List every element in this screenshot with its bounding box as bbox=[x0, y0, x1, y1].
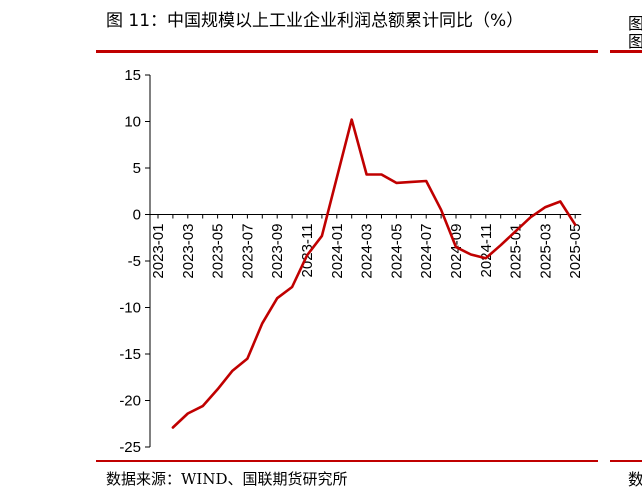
adjacent-panel-text-1: 图 bbox=[628, 14, 642, 33]
x-tick-label: 2023-07 bbox=[239, 224, 256, 279]
y-tick-label: -25 bbox=[119, 439, 141, 456]
adjacent-panel-divider-bottom bbox=[610, 460, 642, 462]
x-tick-label: 2023-05 bbox=[210, 224, 227, 279]
x-tick-label: 2024-07 bbox=[418, 224, 435, 279]
x-tick-label: 2023-09 bbox=[269, 224, 286, 279]
x-tick-label: 2024-03 bbox=[359, 224, 376, 279]
y-tick-label: -20 bbox=[119, 393, 141, 410]
x-tick-label: 2025-01 bbox=[508, 224, 525, 279]
y-tick-label: 5 bbox=[133, 160, 141, 177]
y-tick-label: 10 bbox=[124, 114, 141, 131]
y-tick-label: -10 bbox=[119, 300, 141, 317]
bottom-divider bbox=[96, 460, 598, 462]
adjacent-panel-divider-top bbox=[610, 50, 642, 53]
x-tick-label: 2023-01 bbox=[150, 224, 167, 279]
adjacent-panel-text-3: 数 bbox=[628, 470, 642, 489]
y-tick-label: 15 bbox=[124, 67, 141, 84]
series-line bbox=[171, 118, 577, 429]
x-tick-label: 2023-03 bbox=[180, 224, 197, 279]
x-tick-label: 2024-11 bbox=[478, 224, 495, 278]
adjacent-panel-text-2: 图 bbox=[628, 32, 642, 51]
y-tick-label: -15 bbox=[119, 346, 141, 363]
y-tick-label: -5 bbox=[128, 253, 141, 270]
chart-title: 图 11：中国规模以上工业企业利润总额累计同比（%） bbox=[106, 11, 524, 31]
y-tick-label: 0 bbox=[133, 207, 141, 224]
x-tick-label: 2024-01 bbox=[329, 224, 346, 279]
data-source-note: 数据来源：WIND、国联期货研究所 bbox=[106, 470, 348, 488]
top-divider bbox=[96, 50, 598, 53]
x-tick-label: 2025-03 bbox=[537, 224, 554, 279]
x-tick-label: 2024-05 bbox=[388, 224, 405, 279]
x-tick-label: 2025-05 bbox=[567, 224, 584, 279]
